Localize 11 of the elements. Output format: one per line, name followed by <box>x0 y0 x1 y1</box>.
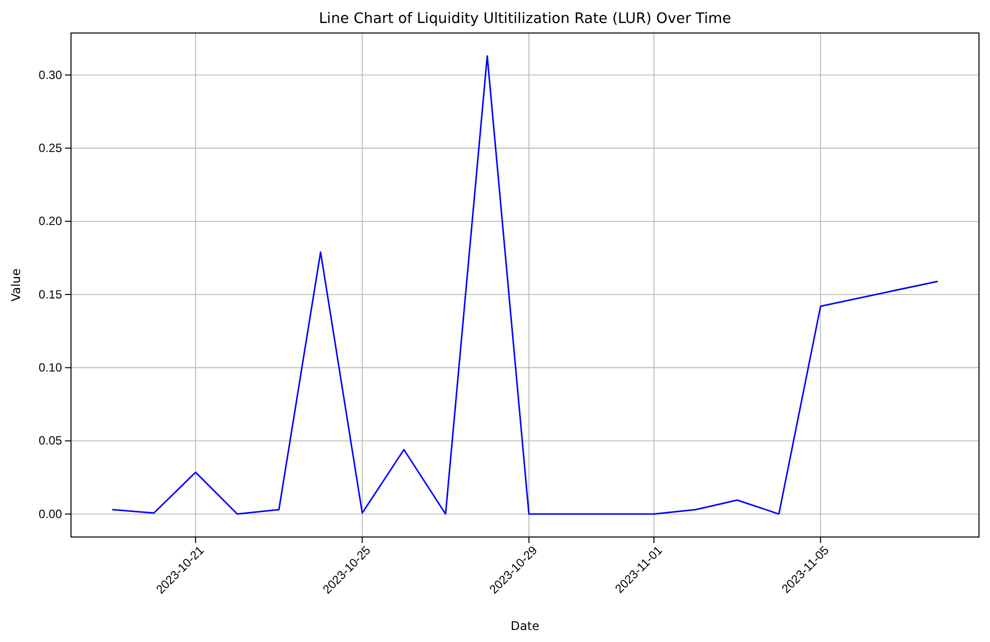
y-tick-label: 0.05 <box>38 434 62 448</box>
y-tick-label: 0.00 <box>38 506 62 521</box>
y-tick-label: 0.25 <box>38 141 62 156</box>
y-tick-label: 0.30 <box>38 68 62 82</box>
y-axis-title: Value <box>9 268 23 302</box>
y-tick-label: 0.10 <box>38 360 62 375</box>
line-series <box>112 55 938 515</box>
y-tick-label: 0.15 <box>38 287 62 302</box>
chart-title: Line Chart of Liquidity Ultitilization Rate (LUR) Over Time <box>318 11 732 27</box>
y-tick-label: 0.20 <box>38 214 62 228</box>
x-axis-title: Date <box>510 619 540 633</box>
